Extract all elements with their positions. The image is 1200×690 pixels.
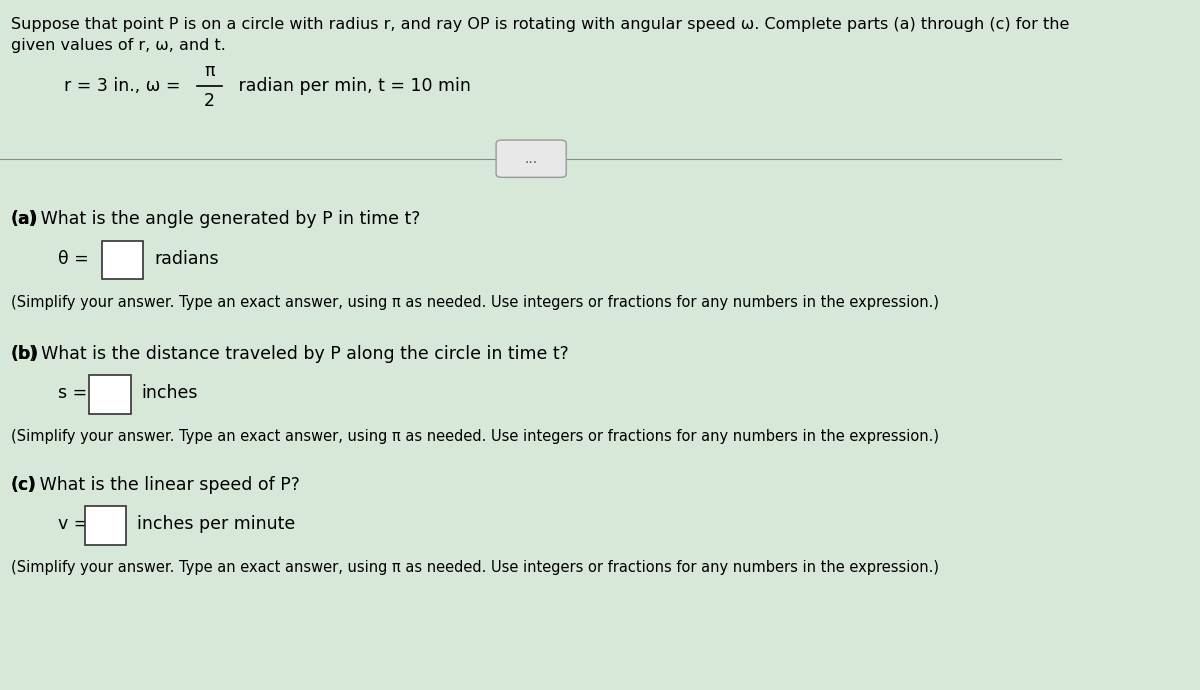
- Text: v =: v =: [59, 515, 95, 533]
- Text: inches: inches: [142, 384, 198, 402]
- Text: 2: 2: [204, 92, 215, 110]
- Text: ...: ...: [524, 152, 538, 166]
- Text: radians: radians: [154, 250, 218, 268]
- Text: (Simplify your answer. Type an exact answer, using π as needed. Use integers or : (Simplify your answer. Type an exact ans…: [11, 560, 938, 575]
- Text: s =: s =: [59, 384, 94, 402]
- Text: (c) What is the linear speed of P?: (c) What is the linear speed of P?: [11, 476, 300, 494]
- Text: (Simplify your answer. Type an exact answer, using π as needed. Use integers or : (Simplify your answer. Type an exact ans…: [11, 429, 938, 444]
- Text: (b) What is the distance traveled by P along the circle in time t?: (b) What is the distance traveled by P a…: [11, 345, 569, 363]
- Text: given values of r, ω, and t.: given values of r, ω, and t.: [11, 38, 226, 53]
- Text: π: π: [204, 62, 215, 80]
- Text: Suppose that point P is on a circle with radius r, and ray OP is rotating with a: Suppose that point P is on a circle with…: [11, 17, 1069, 32]
- Text: inches per minute: inches per minute: [137, 515, 295, 533]
- Text: (b): (b): [11, 345, 38, 363]
- FancyBboxPatch shape: [496, 140, 566, 177]
- FancyBboxPatch shape: [102, 241, 144, 279]
- Text: (Simplify your answer. Type an exact answer, using π as needed. Use integers or : (Simplify your answer. Type an exact ans…: [11, 295, 938, 310]
- Text: (c): (c): [11, 476, 37, 494]
- Text: θ =: θ =: [59, 250, 95, 268]
- FancyBboxPatch shape: [85, 506, 126, 545]
- Text: (a) What is the angle generated by P in time t?: (a) What is the angle generated by P in …: [11, 210, 420, 228]
- Text: r = 3 in., ω =: r = 3 in., ω =: [64, 77, 186, 95]
- Text: (a): (a): [11, 210, 38, 228]
- Text: radian per min, t = 10 min: radian per min, t = 10 min: [233, 77, 470, 95]
- FancyBboxPatch shape: [89, 375, 131, 414]
